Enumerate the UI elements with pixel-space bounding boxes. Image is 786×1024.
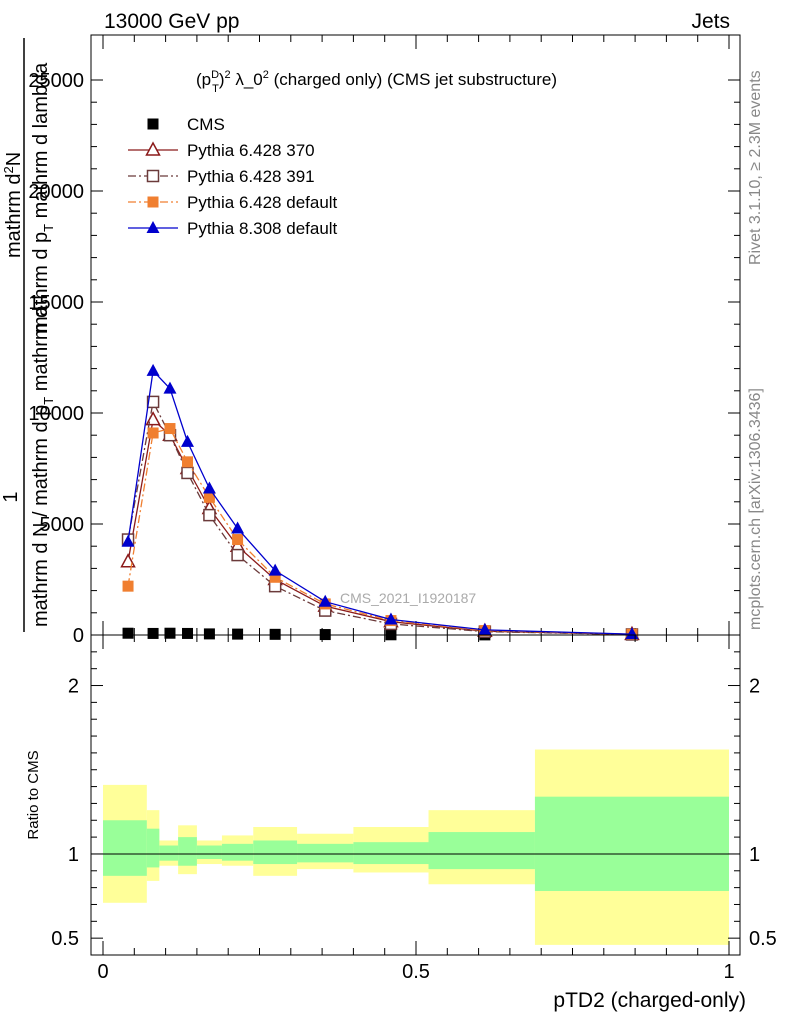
series-point <box>318 594 332 607</box>
series-point <box>122 580 134 592</box>
legend-marker <box>145 141 161 156</box>
series-point <box>121 534 135 547</box>
ratio-y-tick-label: 0.5 <box>51 928 79 950</box>
mcplots-credit-text: mcplots.cern.ch [arXiv:1306.3436] <box>747 388 764 630</box>
x-axis-label: pTD2 (charged-only) <box>553 989 746 1012</box>
ratio-band-bin <box>159 845 179 861</box>
series-point <box>182 456 194 468</box>
ylabel-denominator-2: mathrm d pT mathrm d lambda <box>30 62 56 333</box>
ratio-band-bin <box>103 820 147 876</box>
series-point <box>181 466 194 480</box>
ratio-band-bin <box>146 828 160 868</box>
series-point <box>146 395 160 409</box>
ratio-y-tick-label-right: 2 <box>749 676 760 698</box>
ratio-y-tick-label-right: 1 <box>749 844 760 866</box>
ratio-band-bin <box>534 796 729 891</box>
series-point <box>122 627 134 639</box>
series-line <box>127 427 632 635</box>
ratio-y-tick-label: 1 <box>68 844 79 866</box>
series-point <box>145 411 161 426</box>
header-left: 13000 GeV pp <box>104 10 239 33</box>
series-point <box>120 553 136 568</box>
series-point <box>182 627 194 639</box>
x-tick-label: 1 <box>723 961 734 983</box>
header-right: Jets <box>691 10 730 33</box>
main-y-tick-label: 0 <box>73 625 84 647</box>
legend-label: Pythia 6.428 370 <box>187 141 315 160</box>
main-y-tick-label: 20000 <box>28 181 84 203</box>
x-tick-label: 0.5 <box>402 961 430 983</box>
legend-marker <box>147 196 159 208</box>
ratio-band-bin <box>178 837 197 866</box>
series-point <box>147 427 159 439</box>
main-y-axis-label: 1 mathrm d N / mathrm d pT mathrm d math… <box>0 38 56 632</box>
main-y-tick-label: 5000 <box>40 514 85 536</box>
ratio-x-axis: 0 0.5 1 <box>97 635 735 983</box>
analysis-watermark: CMS_2021_I1920187 <box>340 590 476 606</box>
rivet-version-text: Rivet 3.1.10, ≥ 2.3M events <box>747 70 764 265</box>
ylabel-numerator-2: mathrm d2N <box>1 152 25 258</box>
ylabel-numerator: 1 <box>0 491 22 502</box>
legend-label: Pythia 6.428 default <box>187 193 338 212</box>
series-point <box>164 627 176 639</box>
series-point <box>232 628 244 640</box>
main-y-tick-label: 10000 <box>28 403 84 425</box>
ylabel-denominator: mathrm d N / mathrm d pT mathrm d <box>30 307 56 627</box>
series-point <box>181 434 195 447</box>
series-point <box>268 563 282 576</box>
series-point <box>478 622 492 635</box>
main-y-tick-label: 25000 <box>28 70 84 92</box>
legend-marker <box>146 221 160 233</box>
legend-label: CMS <box>187 115 225 134</box>
series-point <box>231 521 245 534</box>
ratio-band-bin <box>428 832 535 870</box>
ratio-band-bin <box>253 840 298 865</box>
legend-marker <box>146 169 160 183</box>
x-tick-label: 0 <box>97 961 108 983</box>
series-point <box>269 571 281 583</box>
series-point <box>231 548 244 562</box>
ratio-bands <box>103 749 729 945</box>
series-point <box>203 628 215 640</box>
series-point <box>269 628 281 640</box>
ratio-band-bin <box>353 842 429 865</box>
series-point <box>202 481 216 494</box>
legend-marker <box>147 118 159 130</box>
ratio-y-label: Ratio to CMS <box>25 750 42 839</box>
ratio-band-bin <box>196 845 222 859</box>
main-y-tick-label: 15000 <box>28 292 84 314</box>
ratio-y-tick-label: 2 <box>68 676 79 698</box>
ratio-y-tick-label-right: 0.5 <box>749 928 777 950</box>
ratio-band-bin <box>297 843 354 863</box>
series-point <box>232 534 244 546</box>
series-point <box>203 508 216 522</box>
main-data-series <box>120 363 640 641</box>
legend-label: Pythia 8.308 default <box>187 219 338 238</box>
main-y-axis: 0 5000 10000 15000 20000 25000 <box>28 70 740 647</box>
series-point <box>203 491 215 503</box>
series-point <box>146 363 160 376</box>
series-point <box>384 612 398 625</box>
ratio-y-axis: 0.5 0.5 1 1 2 2 <box>51 651 777 950</box>
series-point <box>147 627 159 639</box>
series-point <box>163 381 177 394</box>
ratio-band-bin <box>221 843 254 861</box>
legend: CMS Pythia 6.428 370 Pythia 6.428 391 Pythi… <box>128 115 338 238</box>
series-point <box>164 423 176 435</box>
main-title: (pD T)2 λ_02 (charged only) (CMS jet subs… <box>196 69 557 95</box>
legend-label: Pythia 6.428 391 <box>187 167 315 186</box>
